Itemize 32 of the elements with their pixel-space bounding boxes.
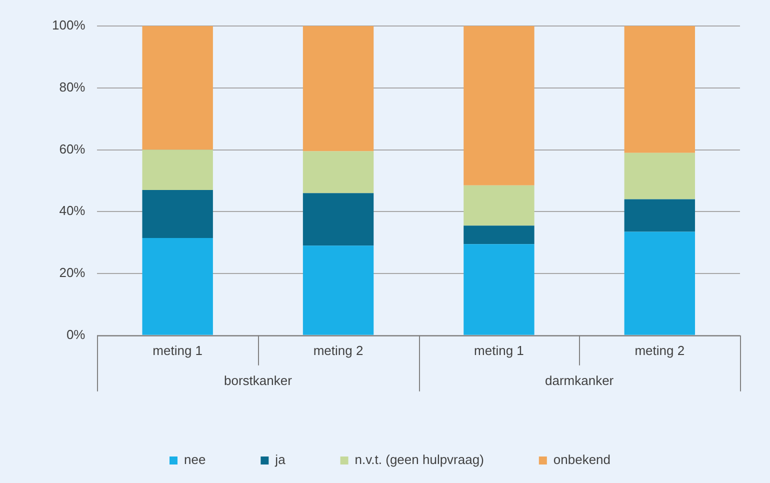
text: darmkanker bbox=[544, 372, 614, 388]
bar bbox=[302, 193, 374, 246]
legend-label: ja bbox=[274, 452, 286, 468]
legend-label: nee bbox=[184, 452, 206, 468]
bar bbox=[302, 151, 374, 194]
bar bbox=[464, 226, 534, 244]
bar bbox=[142, 26, 213, 150]
bar bbox=[302, 246, 374, 335]
x-tick-label: meting 2 bbox=[634, 342, 685, 358]
text: borstkanker bbox=[224, 372, 293, 388]
bar bbox=[464, 26, 534, 186]
y-tick-label: 100% bbox=[52, 18, 86, 33]
legend-label: onbekend bbox=[553, 452, 611, 468]
bar bbox=[624, 199, 696, 232]
y-tick-label: 0% bbox=[66, 326, 86, 342]
y-tick-label: 60% bbox=[59, 141, 86, 156]
bar bbox=[624, 152, 696, 200]
x-tick-label: meting 1 bbox=[474, 342, 524, 358]
x-tick-label: meting 2 bbox=[313, 342, 364, 358]
y-tick-label: 20% bbox=[59, 265, 86, 280]
bar bbox=[142, 150, 213, 190]
bar bbox=[464, 185, 534, 226]
x-tick-label: meting 1 bbox=[152, 342, 203, 358]
bar bbox=[142, 238, 213, 335]
bar bbox=[302, 26, 374, 152]
y-tick-label: 80% bbox=[59, 79, 86, 94]
bar bbox=[624, 26, 696, 153]
bar bbox=[624, 232, 696, 335]
bar bbox=[464, 244, 534, 335]
bar bbox=[142, 190, 213, 238]
y-tick-label: 40% bbox=[59, 203, 86, 218]
legend-label: n.v.t. (geen hulpvraag) bbox=[354, 452, 484, 468]
